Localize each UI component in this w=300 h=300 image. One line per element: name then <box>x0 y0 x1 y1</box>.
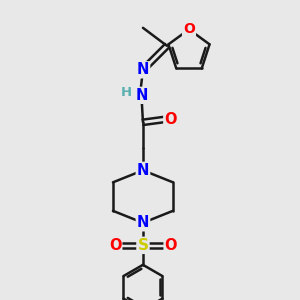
Text: N: N <box>137 215 149 230</box>
Text: O: O <box>109 238 121 253</box>
Text: O: O <box>183 22 195 36</box>
Text: N: N <box>137 163 149 178</box>
Text: O: O <box>164 112 177 127</box>
Text: H: H <box>121 86 132 99</box>
Text: O: O <box>165 238 177 253</box>
Text: N: N <box>137 62 149 77</box>
Text: S: S <box>137 238 148 253</box>
Text: N: N <box>135 88 148 103</box>
